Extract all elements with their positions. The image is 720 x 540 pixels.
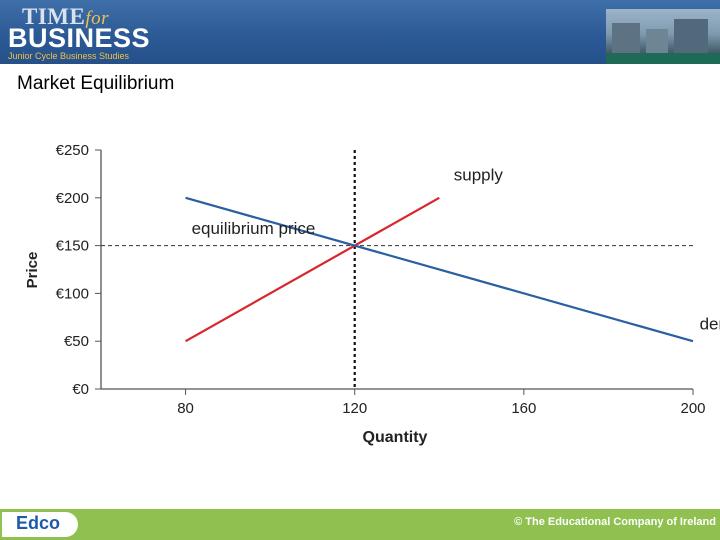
x-tick-label: 200: [680, 400, 705, 417]
footer-logo-badge: Edco: [2, 512, 78, 537]
y-tick-label: €100: [56, 285, 89, 302]
x-tick-label: 120: [342, 400, 367, 417]
y-ticks: €0 €50 €100 €150 €200 €250: [56, 142, 101, 398]
series-lines: [185, 196, 694, 343]
brand-business: BUSINESS: [8, 23, 151, 53]
y-tick-label: €200: [56, 190, 89, 207]
demand-line: [185, 196, 694, 343]
annotation-label: equilibrium price: [192, 219, 316, 238]
annotation-label: demand: [700, 315, 720, 334]
photo-building: [646, 29, 668, 53]
brand-for: for: [85, 8, 110, 29]
x-tick-label: 80: [177, 400, 194, 417]
x-tick-label: 160: [511, 400, 536, 417]
header-banner: TIMEfor BUSINESS Junior Cycle Business S…: [0, 0, 720, 64]
photo-building: [612, 23, 640, 53]
supply-line: [185, 196, 440, 343]
x-axis-label: Quantity: [363, 429, 428, 446]
y-tick-label: €150: [56, 238, 89, 255]
photo-building: [674, 19, 708, 53]
header-photo: [606, 9, 720, 64]
footer-bar: Edco © The Educational Company of Irelan…: [0, 509, 720, 540]
y-tick-label: €250: [56, 142, 89, 159]
brand-time: TIME: [22, 4, 86, 29]
y-tick-label: €0: [72, 381, 89, 398]
chart-svg: 80 120 160 200 €0 €50 €100 €150 €200 €250 equili…: [24, 142, 720, 446]
annotations: equilibrium price supply demand: [192, 166, 720, 334]
edco-logo: Edco: [16, 513, 61, 533]
page-title: Market Equilibrium: [17, 73, 175, 94]
annotation-label: supply: [454, 166, 504, 185]
footer-copyright: © The Educational Company of Ireland: [514, 516, 716, 528]
y-tick-label: €50: [64, 333, 89, 350]
y-axis-label: Price: [24, 252, 41, 289]
x-ticks: 80 120 160 200: [177, 389, 706, 417]
brand-subtitle: Junior Cycle Business Studies: [8, 51, 130, 61]
reference-lines: [101, 150, 693, 389]
brand-logo: TIMEfor: [22, 4, 109, 30]
photo-water: [606, 53, 720, 64]
